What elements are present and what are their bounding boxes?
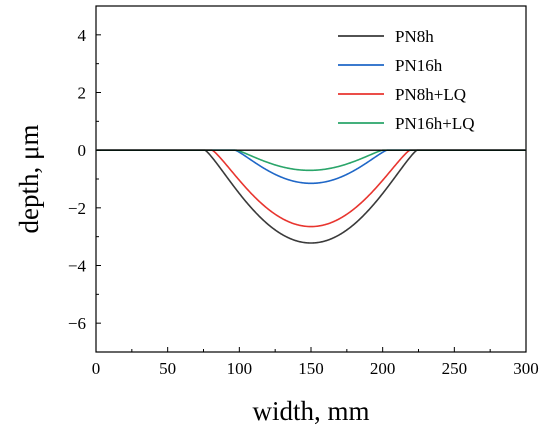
series-line-pn8h	[96, 149, 526, 244]
y-tick-label: 2	[78, 84, 87, 103]
legend-label: PN16h+LQ	[395, 114, 474, 133]
x-axis: 0 50 100 150 200 250 300	[92, 347, 539, 378]
x-tick-label: 200	[370, 359, 396, 378]
x-tick-label: 50	[159, 359, 176, 378]
plot-frame	[95, 5, 527, 353]
y-axis: −6 −4 −2 0 2 4	[68, 5, 101, 353]
x-tick-label: 250	[442, 359, 468, 378]
legend-label: PN8h	[395, 27, 434, 46]
x-tick-label: 0	[92, 359, 101, 378]
y-tick-label: −2	[68, 199, 86, 218]
y-tick-label: −6	[68, 314, 86, 333]
y-axis-title: depth, μm	[14, 125, 44, 234]
legend: PN8h PN16h PN8h+LQ PN16h+LQ	[338, 27, 474, 133]
legend-label: PN16h	[395, 56, 443, 75]
series-line-pn16h	[96, 149, 526, 185]
x-tick-label: 100	[227, 359, 253, 378]
series-line-pn16h-lq	[96, 149, 526, 172]
y-tick-label: −4	[68, 257, 87, 276]
x-tick-label: 300	[513, 359, 539, 378]
legend-label: PN8h+LQ	[395, 85, 466, 104]
y-tick-label: 4	[78, 26, 87, 45]
x-tick-label: 150	[298, 359, 324, 378]
plot-area	[95, 5, 527, 353]
y-tick-label: 0	[78, 141, 87, 160]
series-line-pn8h-lq	[96, 149, 526, 228]
x-axis-title: width, mm	[252, 396, 369, 426]
